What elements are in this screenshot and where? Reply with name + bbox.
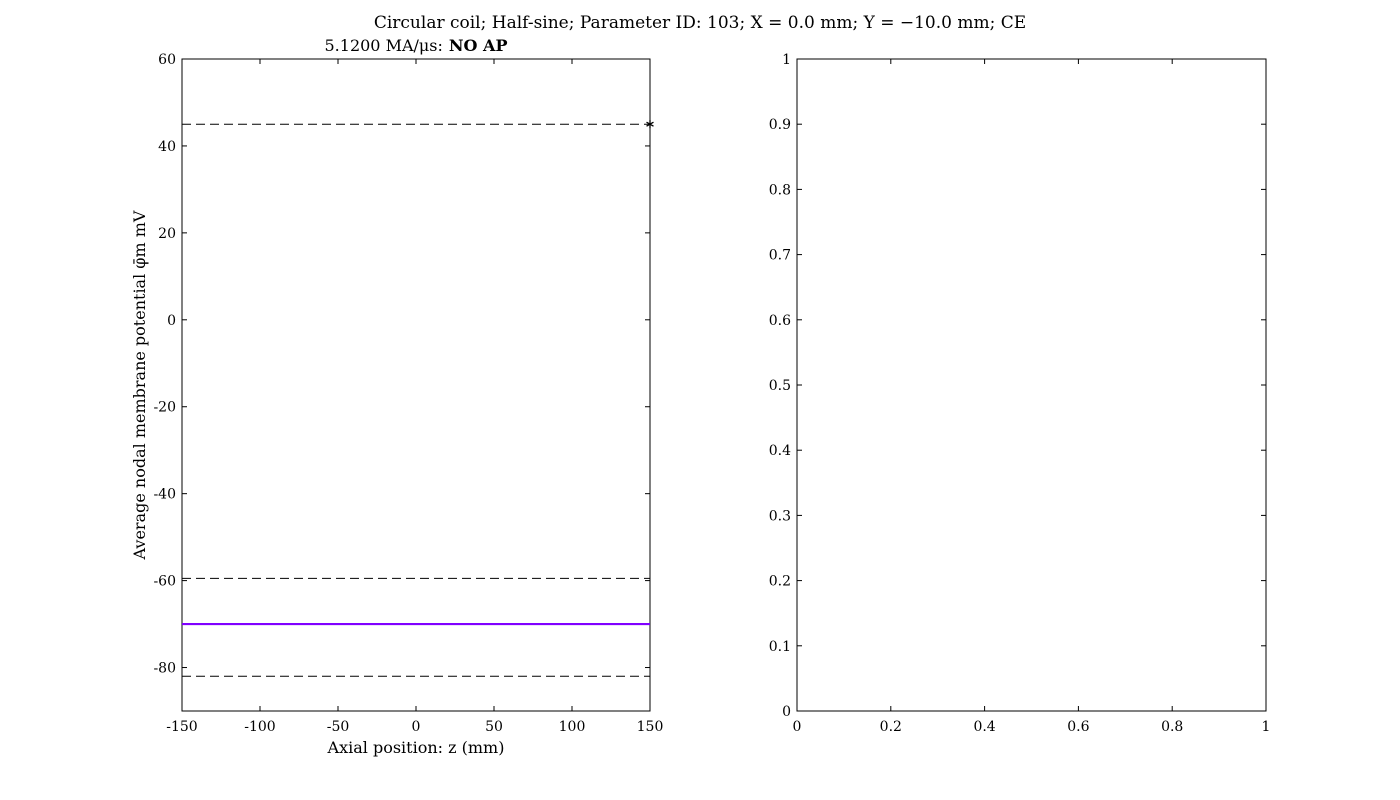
right-x-tick-label: 0.6 bbox=[1067, 719, 1089, 735]
right-y-tick-label: 0.7 bbox=[769, 248, 791, 264]
left-x-axis-label: Axial position: z (mm) bbox=[327, 738, 505, 757]
left-x-tick-label: -50 bbox=[327, 719, 350, 735]
left-asterisk-stroke bbox=[646, 121, 654, 127]
left-y-tick-label: 0 bbox=[167, 313, 176, 329]
right-y-tick-label: 0.6 bbox=[769, 313, 791, 329]
left-panel-subtitle: 5.1200 MA/μs: NO AP bbox=[325, 36, 508, 55]
right-y-tick-label: 0.1 bbox=[769, 639, 791, 655]
left-y-ticks: -80 -60 -40 -20 0 20 40 60 bbox=[153, 52, 650, 677]
right-y-tick-label: 0.2 bbox=[769, 574, 791, 590]
left-plot-lines bbox=[182, 120, 654, 677]
left-y-tick-label: -80 bbox=[153, 661, 176, 677]
left-y-tick-label: -60 bbox=[153, 574, 176, 590]
left-y-tick-label: 60 bbox=[158, 52, 176, 68]
left-y-axis-label: Average nodal membrane potential φ̄m mV bbox=[130, 210, 149, 560]
left-x-ticks: -150 -100 -50 0 50 100 150 bbox=[166, 59, 663, 735]
figure-title: Circular coil; Half-sine; Parameter ID: … bbox=[374, 13, 1026, 33]
left-panel-subtitle-status: NO AP bbox=[449, 36, 508, 55]
right-x-ticks: 0 0.2 0.4 0.6 0.8 1 bbox=[793, 59, 1271, 735]
right-y-ticks: 0 0.1 0.2 0.3 0.4 0.5 0.6 0.7 0.8 0.9 1 bbox=[769, 52, 1266, 720]
right-y-tick-label: 0.8 bbox=[769, 182, 791, 198]
left-x-tick-label: 50 bbox=[485, 719, 503, 735]
right-y-tick-label: 1 bbox=[782, 52, 791, 68]
left-y-tick-label: -40 bbox=[153, 487, 176, 503]
right-y-tick-label: 0.3 bbox=[769, 508, 791, 524]
right-y-tick-label: 0.4 bbox=[769, 443, 791, 459]
right-x-tick-label: 0.4 bbox=[973, 719, 995, 735]
left-y-tick-label: 40 bbox=[158, 139, 176, 155]
right-axes: 0 0.1 0.2 0.3 0.4 0.5 0.6 0.7 0.8 0.9 1 0 0.2 0.4 0.6… bbox=[769, 52, 1271, 735]
right-x-tick-label: 0.2 bbox=[880, 719, 902, 735]
left-y-tick-label: -20 bbox=[153, 400, 176, 416]
right-y-tick-label: 0.9 bbox=[769, 117, 791, 133]
left-asterisk-marker bbox=[646, 120, 654, 129]
left-x-tick-label: 150 bbox=[637, 719, 664, 735]
left-x-tick-label: 0 bbox=[412, 719, 421, 735]
left-x-tick-label: -100 bbox=[244, 719, 275, 735]
left-y-tick-label: 20 bbox=[158, 226, 176, 242]
right-x-tick-label: 0 bbox=[793, 719, 802, 735]
left-axes: -80 -60 -40 -20 0 20 40 60 -150 -100 -50 0 50 100 150… bbox=[130, 52, 663, 757]
right-y-tick-label: 0 bbox=[782, 704, 791, 720]
right-y-tick-label: 0.5 bbox=[769, 378, 791, 394]
left-x-tick-label: 100 bbox=[559, 719, 586, 735]
left-x-tick-label: -150 bbox=[166, 719, 197, 735]
left-panel-subtitle-value: 5.1200 MA/μs: bbox=[325, 36, 443, 55]
right-x-tick-label: 0.8 bbox=[1161, 719, 1183, 735]
right-x-tick-label: 1 bbox=[1262, 719, 1271, 735]
